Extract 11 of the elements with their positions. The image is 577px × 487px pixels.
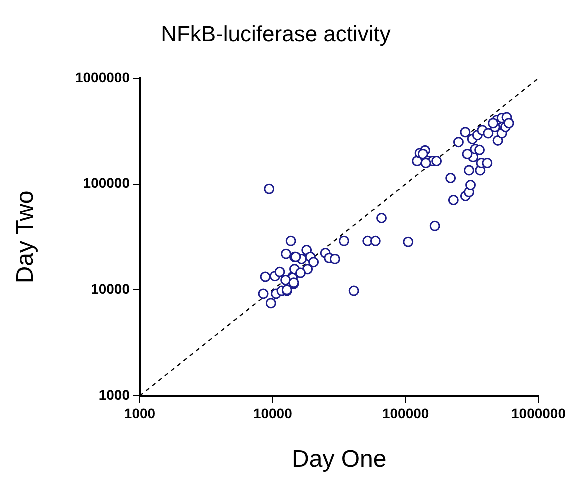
- x-axis-title: Day One: [292, 446, 387, 474]
- y-axis-title: Day Two: [12, 190, 40, 284]
- y-tick-label: 1000: [98, 386, 130, 403]
- x-tick-label: 10000: [253, 405, 293, 422]
- y-tick-label: 10000: [91, 280, 130, 297]
- y-tick-label: 100000: [83, 175, 130, 192]
- x-tick-label: 1000: [124, 405, 156, 422]
- chart-title: NFkB-luciferase activity: [161, 21, 391, 46]
- x-tick-label: 1000000: [511, 405, 566, 422]
- y-tick-label: 1000000: [75, 69, 130, 86]
- x-tick-label: 100000: [382, 405, 430, 422]
